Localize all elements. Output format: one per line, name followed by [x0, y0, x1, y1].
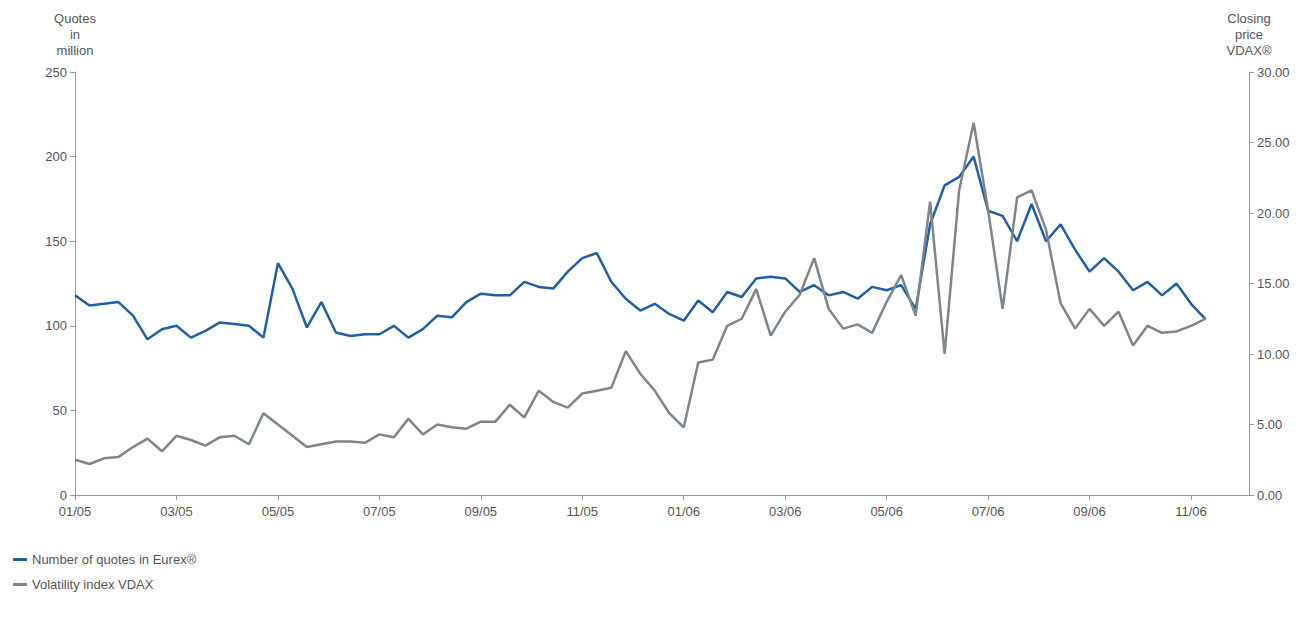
svg-text:11/06: 11/06 — [1175, 504, 1207, 519]
svg-text:0: 0 — [60, 488, 67, 503]
svg-text:09/06: 09/06 — [1073, 504, 1106, 519]
svg-text:30.00: 30.00 — [1257, 65, 1290, 80]
svg-text:03/06: 03/06 — [769, 504, 802, 519]
svg-text:20.00: 20.00 — [1257, 206, 1290, 221]
svg-text:50: 50 — [53, 403, 67, 418]
svg-text:in: in — [70, 27, 80, 42]
svg-text:25.00: 25.00 — [1257, 135, 1290, 150]
svg-text:05/06: 05/06 — [870, 504, 903, 519]
svg-text:0.00: 0.00 — [1257, 488, 1282, 503]
svg-text:VDAX®: VDAX® — [1227, 43, 1272, 58]
svg-text:05/05: 05/05 — [262, 504, 295, 519]
svg-text:11/05: 11/05 — [566, 504, 598, 519]
svg-text:07/06: 07/06 — [972, 504, 1005, 519]
svg-text:15.00: 15.00 — [1257, 276, 1290, 291]
svg-text:09/05: 09/05 — [465, 504, 498, 519]
svg-text:250: 250 — [45, 65, 67, 80]
svg-text:03/05: 03/05 — [160, 504, 193, 519]
svg-text:5.00: 5.00 — [1257, 417, 1282, 432]
svg-text:01/05: 01/05 — [59, 504, 92, 519]
svg-text:Closing: Closing — [1227, 11, 1270, 26]
svg-text:Volatility index VDAX: Volatility index VDAX — [32, 577, 154, 592]
svg-text:150: 150 — [45, 234, 67, 249]
svg-text:01/06: 01/06 — [667, 504, 700, 519]
svg-text:Number of quotes in Eurex®: Number of quotes in Eurex® — [32, 552, 197, 567]
svg-text:07/05: 07/05 — [363, 504, 396, 519]
svg-text:million: million — [57, 43, 94, 58]
svg-text:Quotes: Quotes — [54, 11, 96, 26]
svg-text:10.00: 10.00 — [1257, 347, 1290, 362]
svg-text:200: 200 — [45, 149, 67, 164]
svg-text:100: 100 — [45, 318, 67, 333]
svg-text:price: price — [1235, 27, 1263, 42]
